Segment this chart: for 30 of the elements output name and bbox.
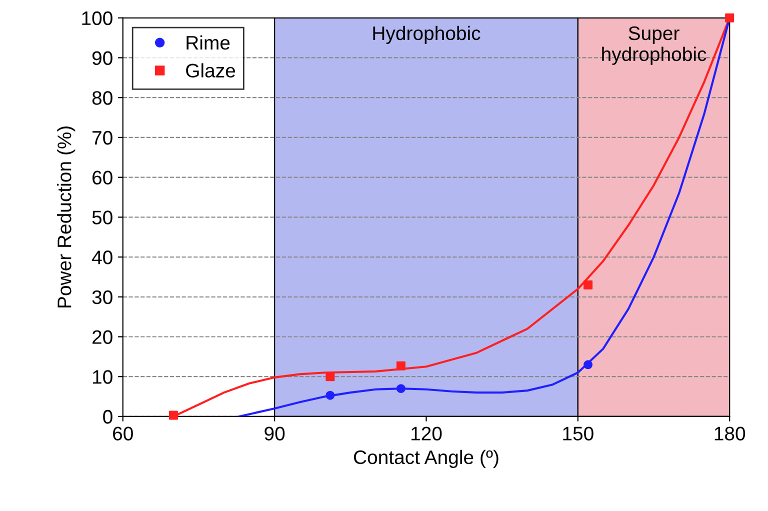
point [396, 384, 406, 394]
x-tick-label: 90 [264, 426, 285, 440]
x-tick-label: 60 [113, 426, 133, 440]
x-axis-title: Contact Angle (º) [354, 450, 498, 468]
point [396, 361, 406, 370]
point [326, 390, 335, 400]
y-tick-label: 10 [93, 370, 112, 384]
y-tick-label: 80 [92, 91, 112, 105]
band-label: Hydrophobic [373, 26, 480, 44]
y-tick-label: 0 [103, 410, 112, 424]
point [168, 410, 178, 420]
y-tick-label: 70 [92, 130, 112, 145]
point [584, 280, 593, 290]
legend-label: Rime [186, 35, 230, 50]
band-label: Super hydrophobic [602, 26, 706, 65]
x-tick-label: 180 [714, 426, 746, 440]
legend-label: Glaze [186, 63, 236, 78]
point [326, 372, 335, 382]
y-tick-label: 60 [92, 170, 112, 185]
y-tick-label: 30 [92, 290, 112, 304]
point [725, 13, 734, 22]
y-axis-title: Power Reduction (%) [57, 126, 76, 308]
y-tick-label: 50 [92, 210, 112, 224]
y-tick-label: 100 [82, 11, 112, 26]
y-tick-label: 20 [92, 330, 112, 344]
y-tick-label: 40 [92, 250, 112, 264]
x-tick-label: 120 [412, 426, 442, 440]
y-tick-label: 90 [92, 51, 112, 65]
point [584, 360, 593, 370]
x-tick-label: 150 [563, 426, 594, 440]
